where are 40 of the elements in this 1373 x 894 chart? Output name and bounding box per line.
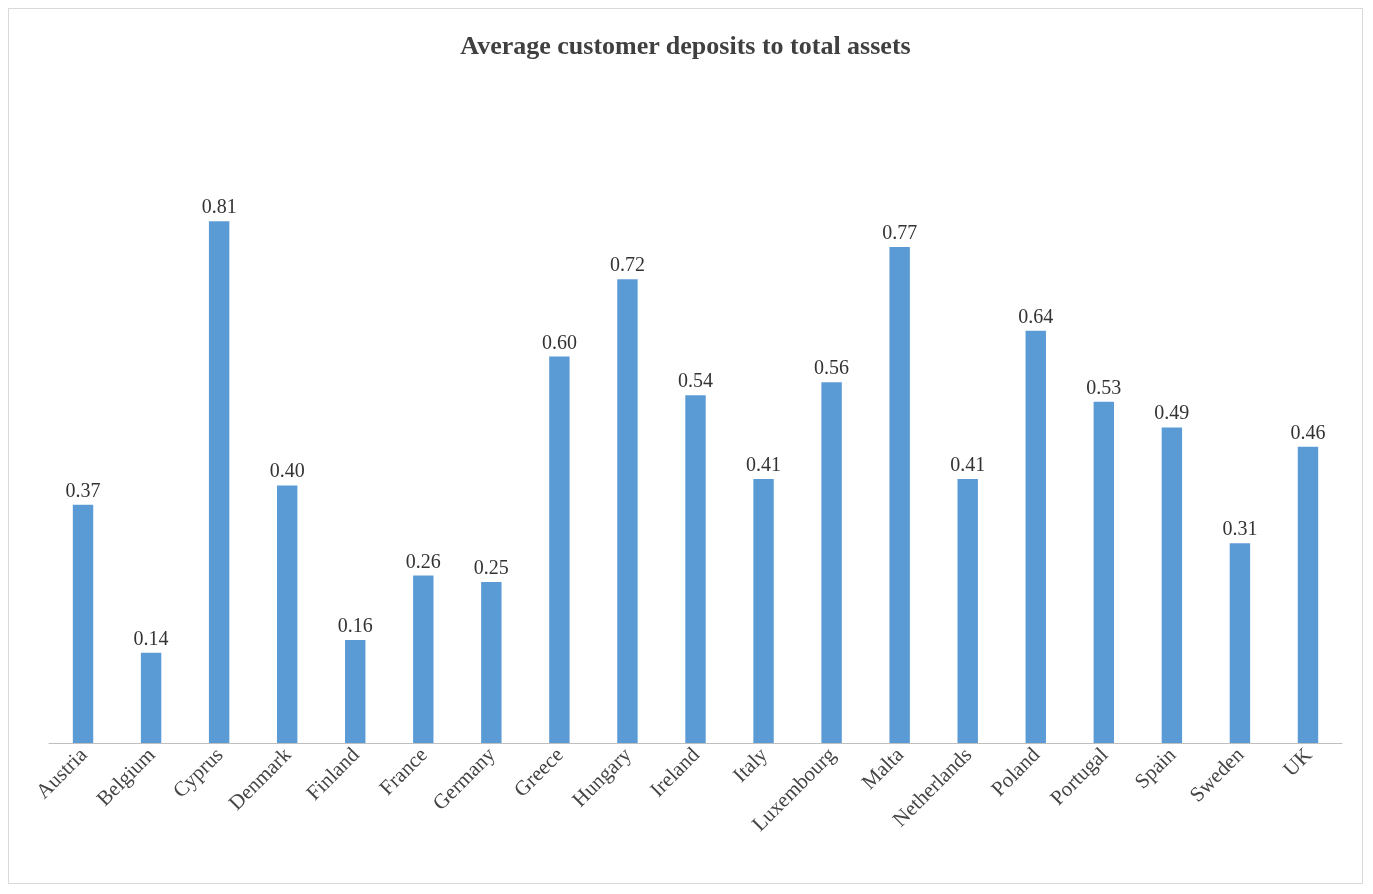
bar — [617, 279, 638, 743]
bar — [753, 478, 774, 743]
data-label: 0.56 — [814, 356, 850, 379]
bar — [821, 382, 842, 743]
bar — [1161, 427, 1183, 743]
bar — [1297, 446, 1319, 743]
data-label: 0.77 — [882, 221, 918, 244]
data-label: 0.16 — [337, 613, 373, 636]
bar — [549, 356, 570, 743]
data-label: 0.41 — [950, 452, 986, 475]
data-label: 0.72 — [609, 253, 645, 276]
bar — [1025, 330, 1046, 743]
data-label: 0.41 — [746, 452, 782, 475]
data-label: 0.25 — [473, 556, 509, 578]
x-tick-label: UK — [1278, 742, 1317, 781]
bar — [1229, 543, 1251, 743]
data-label: 0.53 — [1086, 375, 1122, 398]
bar — [481, 582, 502, 743]
bar — [345, 639, 366, 743]
data-label: 0.37 — [65, 478, 101, 501]
data-label: 0.64 — [1018, 304, 1054, 327]
data-label: 0.14 — [133, 626, 169, 649]
bar — [1093, 401, 1115, 743]
data-label: 0.81 — [201, 195, 237, 218]
data-label: 0.49 — [1154, 401, 1190, 424]
data-label: 0.31 — [1222, 517, 1258, 540]
bar — [140, 652, 162, 743]
bar — [208, 221, 230, 743]
data-label: 0.26 — [405, 549, 441, 572]
bar — [72, 504, 94, 743]
bar — [957, 478, 978, 743]
data-label: 0.54 — [678, 369, 713, 392]
data-label: 0.60 — [541, 330, 577, 353]
bar — [685, 395, 706, 743]
bar — [889, 247, 910, 743]
chart-title: Average customer deposits to total assets — [460, 30, 911, 60]
data-label: 0.40 — [269, 459, 305, 482]
data-label: 0.46 — [1290, 420, 1326, 443]
bar — [276, 485, 298, 743]
bar — [413, 575, 434, 743]
